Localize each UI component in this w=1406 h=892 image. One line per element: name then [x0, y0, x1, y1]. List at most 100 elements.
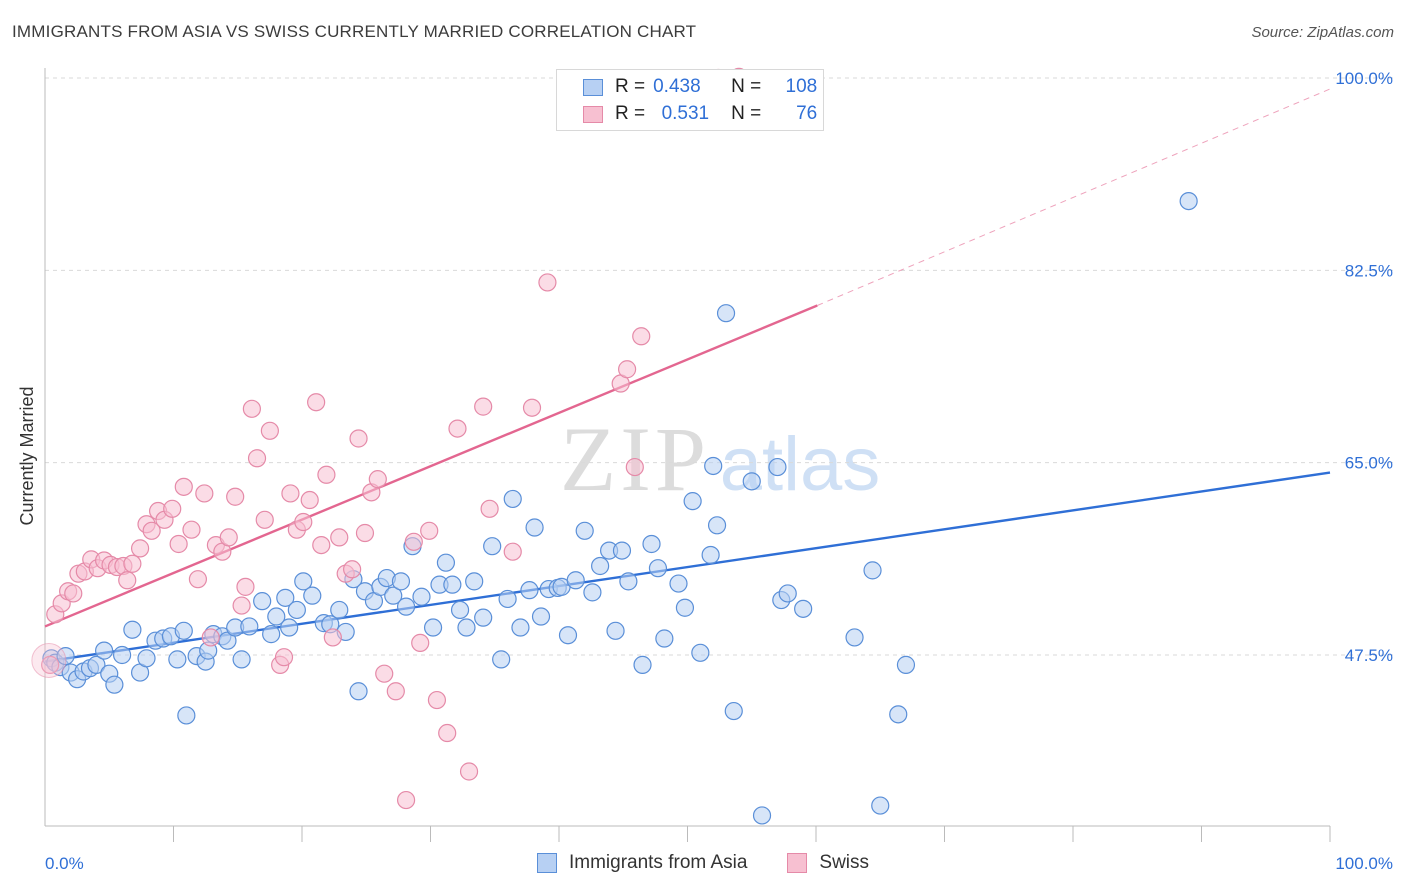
- asia-point: [863, 561, 882, 580]
- swiss-point: [480, 499, 499, 518]
- asia-point: [450, 600, 470, 620]
- swiss-point: [411, 633, 430, 653]
- asia-point: [137, 649, 156, 668]
- swiss-point: [281, 484, 300, 503]
- asia-point: [474, 608, 493, 627]
- watermark: ZIP atlas: [560, 408, 880, 510]
- asia-point: [412, 587, 431, 606]
- asia-point: [267, 607, 286, 626]
- x-tick-label-min: 0.0%: [45, 854, 84, 873]
- swiss-trend-extension: [817, 88, 1331, 306]
- asia-point: [391, 572, 411, 591]
- x-tick-label-max: 100.0%: [1335, 854, 1393, 873]
- swiss-point: [349, 429, 368, 448]
- swiss-point: [375, 664, 394, 683]
- asia-point: [642, 534, 661, 554]
- swiss-point: [247, 449, 267, 468]
- asia-point: [575, 521, 594, 540]
- asia-point: [123, 620, 142, 639]
- asia-point: [112, 645, 132, 665]
- asia-point: [583, 583, 602, 602]
- legend-r-value: 0.438: [653, 76, 701, 97]
- swiss-point: [123, 554, 142, 573]
- swiss-point: [274, 648, 294, 667]
- swiss-point: [625, 457, 644, 477]
- asia-point: [531, 607, 551, 626]
- correlation-legend: R = 0.438 N = 108 R = 0.531 N = 76: [556, 69, 824, 131]
- legend-n-value: 76: [796, 103, 818, 124]
- legend-swatch-swiss: [583, 105, 603, 123]
- asia-point: [704, 456, 723, 476]
- chart-source: Source: ZipAtlas.com: [1251, 24, 1394, 41]
- swiss-point: [448, 419, 467, 438]
- asia-point: [492, 650, 511, 669]
- asia-point: [591, 556, 610, 576]
- swiss-point: [538, 273, 557, 292]
- series-legend: Immigrants from Asia Swiss: [0, 852, 1406, 874]
- asia-point: [724, 701, 743, 721]
- asia-point: [794, 599, 813, 618]
- asia-point: [503, 489, 522, 509]
- asia-point: [303, 586, 322, 605]
- swiss-point: [163, 499, 182, 518]
- asia-point: [716, 304, 736, 323]
- swiss-point: [404, 532, 423, 551]
- legend-row-swiss: R = 0.531 N = 76: [583, 102, 817, 126]
- asia-point: [655, 629, 674, 648]
- legend-row-asia: R = 0.438 N = 108: [583, 75, 817, 99]
- asia-point: [498, 589, 517, 609]
- swiss-point: [355, 523, 375, 543]
- swiss-point: [219, 528, 238, 547]
- asia-point: [511, 618, 530, 637]
- asia-point: [330, 600, 349, 620]
- swiss-point: [386, 682, 405, 701]
- swiss-point: [459, 762, 479, 781]
- swiss-point: [41, 655, 60, 674]
- asia-point: [742, 472, 761, 491]
- asia-point: [612, 541, 632, 560]
- y-tick-label: 100.0%: [1335, 69, 1393, 88]
- swiss-point: [522, 398, 542, 417]
- swiss-point: [226, 487, 245, 506]
- swiss-point: [182, 520, 201, 539]
- series-legend-item-swiss: Swiss: [787, 852, 869, 874]
- swiss-point: [330, 528, 349, 547]
- swiss-point: [255, 510, 274, 529]
- asia-point: [701, 545, 720, 565]
- swiss-point: [307, 393, 326, 412]
- asia-point: [768, 457, 787, 477]
- asia-point: [648, 559, 668, 578]
- y-tick-label: 47.5%: [1345, 646, 1393, 665]
- legend-n-label: N =: [731, 103, 762, 124]
- swiss-point: [618, 360, 637, 379]
- swiss-point: [317, 465, 336, 484]
- asia-point: [558, 626, 578, 645]
- legend-r-value: 0.531: [661, 103, 710, 124]
- swiss-point: [438, 723, 457, 743]
- asia-point: [1179, 191, 1198, 211]
- asia-point: [707, 516, 727, 535]
- asia-point: [778, 584, 797, 603]
- y-tick-label: 82.5%: [1345, 261, 1393, 280]
- asia-point: [889, 705, 908, 724]
- asia-point: [633, 655, 652, 674]
- asia-point: [619, 572, 638, 591]
- asia-point: [177, 706, 196, 725]
- asia-point: [287, 600, 306, 620]
- asia-point: [436, 553, 456, 572]
- y-tick-label: 65.0%: [1345, 454, 1393, 473]
- swiss-point: [323, 628, 342, 647]
- asia-point: [457, 618, 476, 637]
- y-axis-label: Currently Married: [17, 386, 37, 525]
- swiss-point: [195, 484, 214, 503]
- asia-point: [253, 592, 272, 611]
- asia-point: [443, 575, 462, 594]
- series-swatch-asia: [536, 853, 557, 873]
- asia-point: [606, 621, 625, 640]
- asia-point: [168, 650, 187, 669]
- asia-trend-line: [44, 471, 1331, 663]
- legend-r-label: R =: [615, 76, 646, 97]
- series-label-swiss: Swiss: [819, 852, 870, 873]
- swiss-point: [294, 512, 313, 532]
